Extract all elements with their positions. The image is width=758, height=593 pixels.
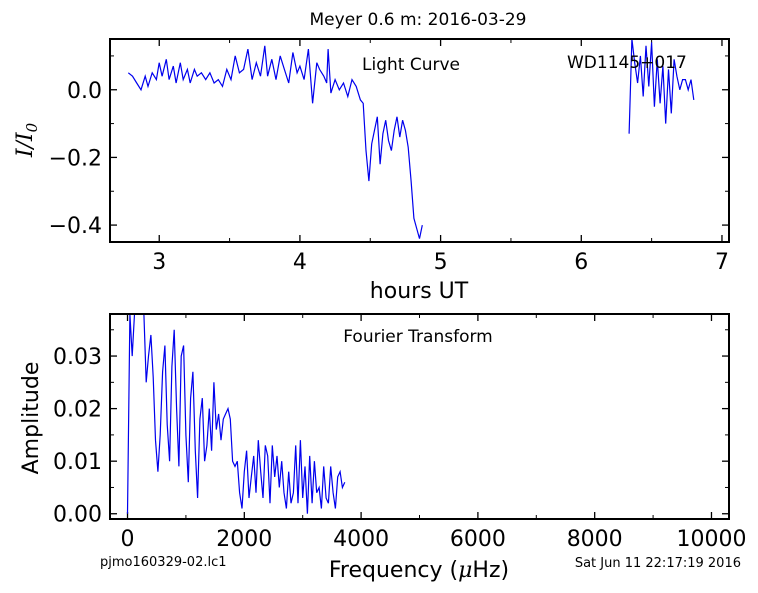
- y-tick-label: 0.02: [53, 398, 102, 423]
- fourier-transform-series: [126, 313, 346, 514]
- light-curve-tick-labels: 3 4 5 6 7 0.0 −0.2 −0.4: [49, 79, 729, 275]
- fourier-transform-frame: [109, 313, 730, 520]
- y-tick-label: 0.03: [53, 345, 102, 370]
- light-curve-frame: [109, 38, 730, 243]
- fourier-transform-annotation: Fourier Transform: [343, 327, 492, 347]
- x-tick-label: 6000: [450, 527, 506, 552]
- x-tick-label: 8000: [567, 527, 623, 552]
- x-tick-label: 6: [574, 250, 588, 275]
- light-curve-ylabel: I/I0: [13, 122, 41, 158]
- x-tick-label: 3: [152, 250, 166, 275]
- series-line-1: [127, 45, 423, 239]
- x-tick-label: 2000: [216, 527, 272, 552]
- fourier-transform-ylabel: Amplitude: [19, 362, 44, 475]
- x-tick-label: 10000: [676, 527, 746, 552]
- x-tick-label: 4: [293, 250, 307, 275]
- series-line-1: [126, 313, 346, 514]
- y-tick-label: −0.4: [49, 214, 102, 239]
- light-curve-series: [127, 38, 695, 239]
- light-curve-xlabel: hours UT: [370, 279, 469, 304]
- y-tick-label: 0.00: [53, 503, 102, 528]
- fourier-transform-tick-labels: 0 2000 4000 6000 8000 10000 0.00 0.01 0.02 0.03: [53, 345, 746, 552]
- light-curve-panel: 3 4 5 6 70.0−0.2−0.4 Light Curve WD1145+017 …: [13, 38, 730, 304]
- footer-filename: pjmo160329-02.lc1: [100, 555, 227, 570]
- series-line-2: [628, 38, 695, 134]
- x-tick-label: 4000: [333, 527, 389, 552]
- y-tick-label: 0.01: [53, 450, 102, 475]
- x-tick-label: 0: [121, 527, 135, 552]
- x-tick-label: 7: [715, 250, 729, 275]
- x-tick-label: 5: [434, 250, 448, 275]
- footer-timestamp: Sat Jun 11 22:17:19 2016: [575, 556, 741, 571]
- y-tick-label: −0.2: [49, 146, 102, 171]
- fourier-transform-xlabel: Frequency (μHz): [329, 558, 509, 583]
- fourier-transform-panel: 0 2000 4000 6000 8000 10000 0.00 0.01 0.02 0.03 F…: [19, 313, 746, 583]
- y-tick-label: 0.0: [67, 79, 102, 104]
- light-curve-annotation: Light Curve: [362, 55, 460, 75]
- figure-title: Meyer 0.6 m: 2016-03-29: [310, 10, 527, 30]
- object-name-annotation: WD1145+017: [567, 53, 687, 73]
